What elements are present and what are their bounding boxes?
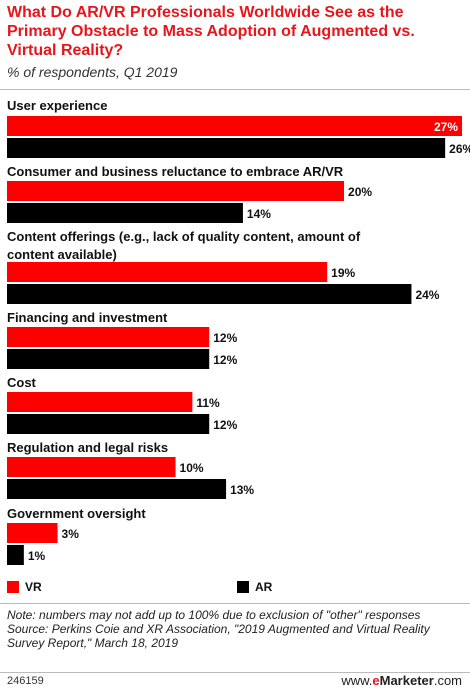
- category-label: User experience: [7, 98, 107, 113]
- data-label: 11%: [196, 396, 220, 410]
- note-divider: [0, 603, 470, 604]
- data-label: 19%: [331, 266, 355, 280]
- bar-ar: [7, 138, 446, 158]
- data-label: 3%: [62, 527, 80, 541]
- header-divider: [0, 89, 470, 90]
- data-label: 26%: [449, 142, 470, 156]
- bar-ar: [7, 349, 210, 369]
- category-label: Content offerings (e.g., lack of quality…: [7, 229, 361, 244]
- bar-ar: [7, 284, 412, 304]
- data-label: 24%: [415, 288, 439, 302]
- note-text: Note: numbers may not add up to 100% due…: [7, 608, 421, 622]
- legend-label-ar: AR: [255, 580, 273, 594]
- emarketer-logo[interactable]: www.eMarketer.com: [341, 673, 462, 688]
- chart-title: What Do AR/VR Professionals Worldwide Se…: [7, 4, 415, 59]
- data-label: 13%: [230, 483, 254, 497]
- bar-ar: [7, 414, 210, 434]
- bar-ar: [7, 203, 243, 223]
- bar-vr: [7, 457, 176, 477]
- legend-swatch-ar: [237, 581, 249, 593]
- data-label: 10%: [180, 461, 204, 475]
- bar-vr: [7, 523, 58, 543]
- data-label: 20%: [348, 185, 372, 199]
- bar-vr: [7, 392, 193, 412]
- bar-vr: [7, 181, 345, 201]
- data-label: 12%: [213, 418, 237, 432]
- data-label: 12%: [213, 331, 237, 345]
- category-label: Government oversight: [7, 506, 146, 521]
- category-label: Cost: [7, 375, 37, 390]
- data-label: 14%: [247, 207, 271, 221]
- bar-ar: [7, 545, 24, 565]
- legend-item-ar: AR: [237, 580, 272, 594]
- data-label: 12%: [213, 353, 237, 367]
- chart-id: 246159: [7, 675, 44, 687]
- bar-vr: [7, 116, 462, 136]
- bar-ar: [7, 479, 227, 499]
- legend-item-vr: VR: [7, 580, 42, 594]
- category-label: Consumer and business reluctance to embr…: [7, 164, 344, 179]
- category-label: Regulation and legal risks: [7, 440, 168, 455]
- bar-chart: User experience 27% 26% Consumer and busine…: [7, 98, 470, 565]
- bar-vr: [7, 262, 328, 282]
- note-block: Note: numbers may not add up to 100% due…: [7, 608, 465, 650]
- data-label: 27%: [434, 120, 458, 134]
- source-text: Source: Perkins Coie and XR Association,…: [7, 622, 430, 650]
- category-label: content available): [7, 247, 117, 262]
- data-label: 1%: [28, 549, 46, 563]
- chart-subtitle: % of respondents, Q1 2019: [7, 64, 178, 80]
- bar-vr: [7, 327, 210, 347]
- legend-label-vr: VR: [25, 580, 42, 594]
- footer-divider: [0, 672, 470, 673]
- category-label: Financing and investment: [7, 310, 168, 325]
- legend-swatch-vr: [7, 581, 19, 593]
